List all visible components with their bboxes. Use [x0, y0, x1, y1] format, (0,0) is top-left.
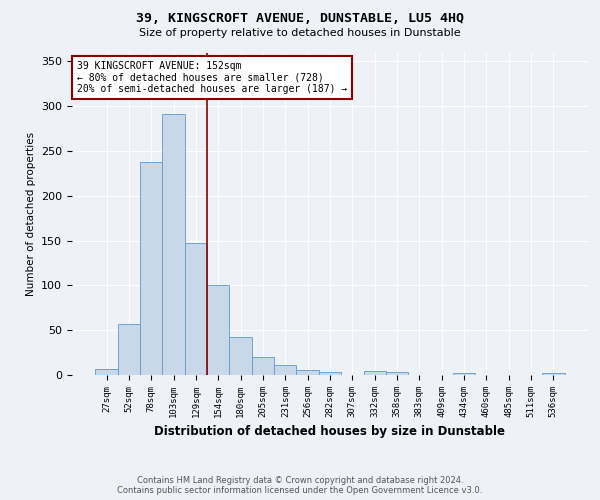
Bar [296, 370, 319, 375]
Y-axis label: Number of detached properties: Number of detached properties [26, 132, 35, 296]
Bar [386, 372, 408, 375]
Text: 39 KINGSCROFT AVENUE: 152sqm
← 80% of detached houses are smaller (728)
20% of s: 39 KINGSCROFT AVENUE: 152sqm ← 80% of de… [77, 60, 347, 94]
Bar [163, 114, 185, 375]
Bar [274, 365, 296, 375]
Bar [207, 286, 229, 375]
Text: Size of property relative to detached houses in Dunstable: Size of property relative to detached ho… [139, 28, 461, 38]
Bar [252, 357, 274, 375]
X-axis label: Distribution of detached houses by size in Dunstable: Distribution of detached houses by size … [155, 426, 505, 438]
Bar [319, 372, 341, 375]
Bar [118, 324, 140, 375]
Bar [453, 373, 475, 375]
Bar [542, 373, 565, 375]
Text: Contains HM Land Registry data © Crown copyright and database right 2024.
Contai: Contains HM Land Registry data © Crown c… [118, 476, 482, 495]
Bar [229, 338, 252, 375]
Bar [140, 162, 163, 375]
Bar [364, 372, 386, 375]
Bar [95, 368, 118, 375]
Bar [185, 244, 207, 375]
Text: 39, KINGSCROFT AVENUE, DUNSTABLE, LU5 4HQ: 39, KINGSCROFT AVENUE, DUNSTABLE, LU5 4H… [136, 12, 464, 26]
